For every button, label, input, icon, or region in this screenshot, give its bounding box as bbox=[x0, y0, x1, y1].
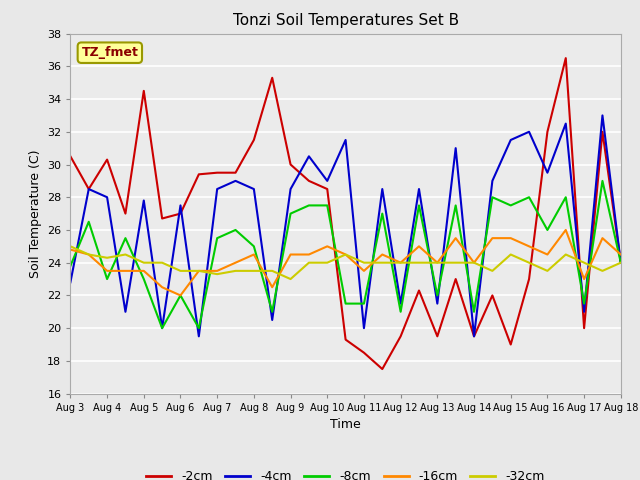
Title: Tonzi Soil Temperatures Set B: Tonzi Soil Temperatures Set B bbox=[232, 13, 459, 28]
Legend: -2cm, -4cm, -8cm, -16cm, -32cm: -2cm, -4cm, -8cm, -16cm, -32cm bbox=[141, 465, 550, 480]
Text: TZ_fmet: TZ_fmet bbox=[81, 46, 138, 59]
Y-axis label: Soil Temperature (C): Soil Temperature (C) bbox=[29, 149, 42, 278]
X-axis label: Time: Time bbox=[330, 418, 361, 431]
